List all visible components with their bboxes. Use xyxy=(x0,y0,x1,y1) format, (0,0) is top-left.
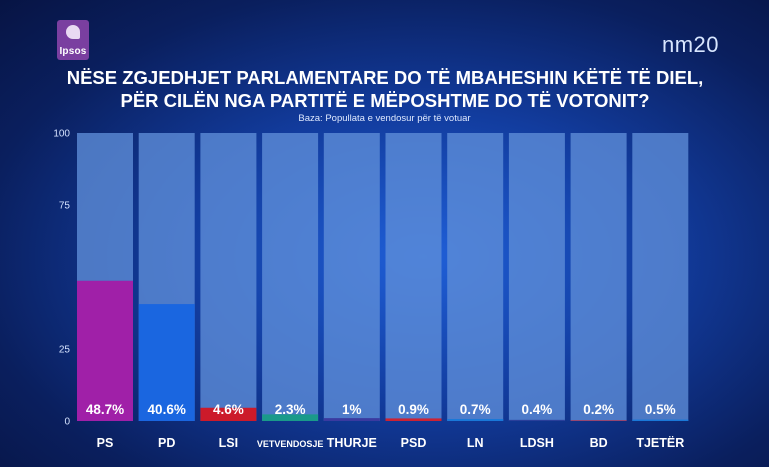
bar-track xyxy=(508,133,565,421)
bar xyxy=(77,280,133,421)
channel-watermark: nm20 xyxy=(661,32,719,57)
bar-value-label: 2.3% xyxy=(275,402,306,417)
bar xyxy=(323,418,380,421)
bar-track xyxy=(632,133,689,421)
bar xyxy=(385,418,442,421)
bar-track xyxy=(323,133,380,421)
y-tick-label: 75 xyxy=(59,201,71,212)
bar-value-label: 0.5% xyxy=(645,402,676,417)
bar xyxy=(632,419,689,421)
bar-value-label: 40.6% xyxy=(148,402,186,417)
bar-track xyxy=(385,133,442,421)
bar xyxy=(570,420,627,421)
bar-value-label: 4.6% xyxy=(213,402,244,417)
x-tick-label: LDSH xyxy=(520,436,554,450)
bar-value-label: 0.2% xyxy=(583,402,614,417)
x-tick-label: TJETËR xyxy=(636,435,684,450)
bar-value-label: 48.7% xyxy=(86,402,124,417)
bar xyxy=(138,304,195,421)
bar-value-label: 0.4% xyxy=(522,402,553,417)
chart-title-line-2: PËR CILËN NGA PARTITË E MËPOSHTME DO TË … xyxy=(120,90,650,111)
bar-value-label: 0.9% xyxy=(398,402,429,417)
ipsos-logo-icon xyxy=(66,25,80,39)
logo-text: Ipsos xyxy=(59,46,87,57)
y-tick-label: 100 xyxy=(53,129,70,140)
bar-track xyxy=(200,133,257,421)
bar xyxy=(262,414,319,421)
chart-title-line-1: NËSE ZGJEDHJET PARLAMENTARE DO TË MBAHES… xyxy=(66,67,704,88)
bar-value-label: 0.7% xyxy=(460,402,491,417)
y-tick-label: 0 xyxy=(64,417,70,428)
x-tick-label: BD xyxy=(590,436,608,450)
chart-title: NËSE ZGJEDHJET PARLAMENTARE DO TË MBAHES… xyxy=(40,66,730,112)
x-tick-label: THURJE xyxy=(327,436,377,450)
bar xyxy=(508,419,565,421)
x-tick-label: PSD xyxy=(401,436,427,450)
x-tick-label: PD xyxy=(158,436,175,450)
bar-track xyxy=(570,133,627,421)
bar-track xyxy=(447,133,504,421)
x-tick-label: PS xyxy=(97,436,114,450)
y-tick-label: 25 xyxy=(59,345,71,356)
ipsos-logo: Ipsos xyxy=(57,20,89,60)
bar-value-label: 1% xyxy=(342,402,362,417)
x-tick-label: LN xyxy=(467,436,484,450)
x-tick-label: VETVENDOSJE xyxy=(257,439,324,449)
bar xyxy=(447,418,504,421)
bar-track xyxy=(262,133,319,421)
x-tick-label: LSI xyxy=(219,436,238,450)
chart-subtitle: Baza: Popullata e vendosur për të votuar xyxy=(298,113,471,124)
bar xyxy=(200,407,257,421)
